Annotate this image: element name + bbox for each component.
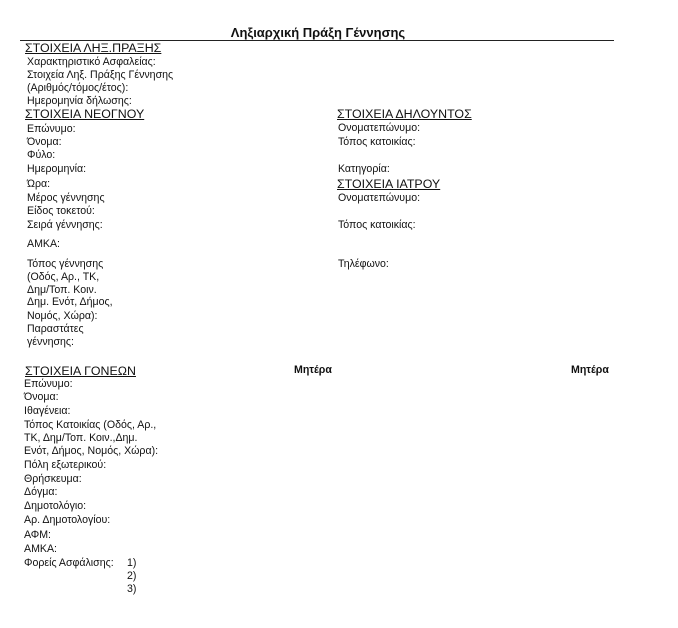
- field-label: Ημερομηνία δήλωσης:: [27, 95, 132, 107]
- field-label: Αρ. Δημοτολογίου:: [24, 514, 111, 526]
- document-title: Ληξιαρχική Πράξη Γέννησης: [230, 25, 406, 40]
- field-label: (Οδός, Αρ., ΤΚ,: [27, 271, 100, 283]
- field-label: Είδος τοκετού:: [27, 205, 95, 217]
- column-header-mother: Μητέρα: [294, 364, 332, 376]
- field-label: Ώρα:: [27, 178, 51, 190]
- field-label: Τόπος κατοικίας:: [338, 136, 416, 148]
- field-label: γέννησης:: [27, 336, 74, 348]
- field-label: Ημερομηνία:: [27, 163, 87, 175]
- field-label: Τόπος κατοικίας:: [338, 219, 416, 231]
- title-divider: [20, 40, 614, 41]
- field-label: Χαρακτηριστικό Ασφαλείας:: [27, 56, 156, 68]
- field-label: Τόπος Κατοικίας (Οδός, Αρ.,: [24, 419, 157, 431]
- field-label: Στοιχεία Ληξ. Πράξης Γέννησης: [27, 69, 174, 81]
- field-label: Μέρος γέννησης: [27, 192, 105, 204]
- field-label: ΑΜΚΑ:: [24, 543, 57, 555]
- field-label: ΤΚ, Δημ/Τοπ. Κοιν.,Δημ.: [24, 432, 138, 444]
- insurance-number: 2): [127, 570, 137, 582]
- field-label: Τόπος γέννησης: [27, 258, 104, 270]
- field-label: Όνομα:: [27, 136, 62, 148]
- field-label: (Αριθμός/τόμος/έτος):: [27, 82, 129, 94]
- field-label: Δόγμα:: [24, 486, 58, 498]
- field-label: Ενότ, Δήμος, Νομός, Χώρα):: [24, 445, 159, 457]
- field-label: Φορείς Ασφάλισης:: [24, 557, 114, 569]
- doctor-heading: ΣΤΟΙΧΕΙΑ ΙΑΤΡΟΥ: [337, 177, 441, 191]
- field-label: Δημ. Ενότ, Δήμος,: [27, 296, 113, 308]
- newborn-heading: ΣΤΟΙΧΕΙΑ ΝΕΟΓΝΟΥ: [25, 107, 145, 121]
- field-label: Όνομα:: [24, 391, 59, 403]
- field-label: Σειρά γέννησης:: [27, 219, 103, 231]
- field-label: Ιθαγένεια:: [24, 405, 71, 417]
- field-label: Επώνυμο:: [24, 378, 73, 390]
- field-label: Τηλέφωνο:: [338, 258, 389, 270]
- column-header-mother-2: Μητέρα: [571, 364, 609, 376]
- act-heading: ΣΤΟΙΧΕΙΑ ΛΗΞ.ΠΡΑΞΗΣ: [25, 41, 162, 55]
- field-label: Πόλη εξωτερικού:: [24, 459, 107, 471]
- field-label: ΑΦΜ:: [24, 529, 51, 541]
- insurance-number: 1): [127, 557, 137, 569]
- field-label: Παραστάτες: [27, 323, 84, 335]
- insurance-number: 3): [127, 583, 137, 595]
- field-label: Φύλο:: [27, 149, 56, 161]
- field-label: ΑΜΚΑ:: [27, 238, 60, 250]
- field-label: Δημ/Τοπ. Κοιν.: [27, 284, 97, 296]
- field-label: Επώνυμο:: [27, 123, 76, 135]
- field-label: Νομός, Χώρα):: [27, 310, 98, 322]
- field-label: Θρήσκευμα:: [24, 473, 82, 485]
- field-label: Ονοματεπώνυμο:: [338, 192, 421, 204]
- field-label: Δημοτολόγιο:: [24, 500, 87, 512]
- field-label: Ονοματεπώνυμο:: [338, 122, 421, 134]
- field-label: Κατηγορία:: [338, 163, 390, 175]
- parents-heading: ΣΤΟΙΧΕΙΑ ΓΟΝΕΩΝ: [25, 364, 136, 378]
- declarant-heading: ΣΤΟΙΧΕΙΑ ΔΗΛΟΥΝΤΟΣ: [337, 107, 472, 121]
